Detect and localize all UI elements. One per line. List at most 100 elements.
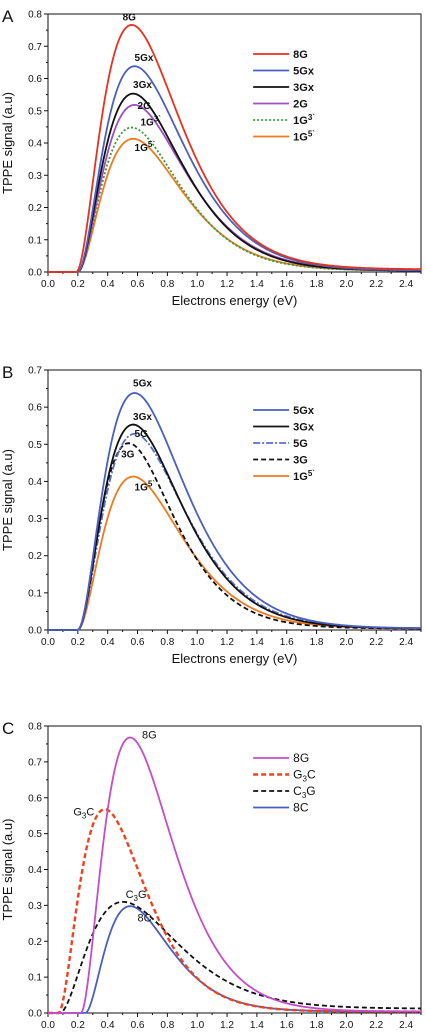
curve-annotation: 8G [142,730,157,742]
x-tick-label: 1.4 [250,637,264,648]
x-tick-label: 0.0 [41,1020,55,1031]
x-tick-label: 0.4 [101,637,115,648]
y-tick-label: 0.0 [28,1009,42,1020]
x-tick-label: 1.8 [310,637,324,648]
y-tick-label: 0.7 [28,42,42,53]
x-tick-label: 0.8 [160,1020,174,1031]
curve-annotation: 5G [135,429,149,440]
y-axis-label: TPPE signal (a.u) [0,92,15,194]
y-tick-label: 0.2 [28,203,42,214]
x-tick-label: 1.6 [280,637,294,648]
curve-annotation: 8C [138,913,152,925]
legend-entry: 3G [293,455,308,467]
y-tick-label: 0.3 [28,514,42,525]
y-axis-label: TPPE signal (a.u) [0,449,15,551]
x-tick-label: 1.0 [190,637,204,648]
x-tick-label: 2.2 [369,637,383,648]
x-tick-label: 1.2 [220,637,234,648]
legend-entry: 5Gx [293,66,315,78]
x-tick-label: 1.4 [250,1020,264,1031]
y-tick-label: 0.5 [28,440,42,451]
curve-annotation: 5Gx [133,379,152,390]
x-axis-label: Electrons energy (eV) [172,651,298,666]
x-tick-label: 0.4 [101,1020,115,1031]
y-tick-label: 0.8 [28,722,42,733]
y-tick-label: 0.8 [28,10,42,21]
curve-annotation: 1G5` [135,480,156,494]
legend-entry: 3Gx [293,422,315,434]
y-tick-label: 0.7 [28,757,42,768]
legend-entry: 5Gx [293,405,315,417]
curve-annotation: 1G5` [135,140,156,154]
y-tick-label: 0.1 [28,973,42,984]
plot-frame [47,725,422,1014]
series-line-1g3 [48,126,422,273]
x-tick-label: 0.6 [131,637,145,648]
x-tick-label: 0.4 [101,279,115,290]
x-tick-label: 2.4 [399,279,413,290]
curve-annotation: G3C [73,807,94,821]
x-tick-label: 1.6 [280,279,294,290]
x-tick-label: 0.8 [160,279,174,290]
y-tick-label: 0.1 [28,235,42,246]
x-tick-label: 1.6 [280,1020,294,1031]
panel-letter: A [2,7,14,26]
x-tick-label: 2.2 [369,1020,383,1031]
y-tick-label: 0.4 [28,139,42,150]
series-line-8g [48,736,422,1014]
x-tick-label: 0.2 [71,637,85,648]
y-tick-label: 0.5 [28,106,42,117]
legend-entry: 2G [293,99,308,111]
y-tick-label: 0.7 [28,366,42,377]
y-tick-label: 0.6 [28,74,42,85]
panel-letter: C [2,719,14,738]
series-line-3gx [48,423,422,631]
x-tick-label: 2.4 [399,637,413,648]
legend-entry: 8C [293,801,309,815]
y-tick-label: 0.5 [28,829,42,840]
series-line-3g [48,442,421,631]
curve-annotation: 8G [123,12,137,23]
x-tick-label: 1.0 [190,1020,204,1031]
legend-entry: 8G [293,751,309,765]
y-tick-label: 0.4 [28,477,42,488]
legend-entry: 1G5` [293,469,315,483]
x-tick-label: 2.4 [399,1020,413,1031]
y-tick-label: 0.4 [28,865,42,876]
curve-annotation: 2G [138,101,152,112]
chart-panel-c: C 0.0 0.2 0.4 0.6 0.8 1.0 1.2 1.4 1.6 1.8 2.0 2.2 2.4… [0,719,422,1036]
x-tick-label: 0.8 [160,637,174,648]
x-tick-label: 1.0 [190,279,204,290]
y-tick-label: 0.6 [28,793,42,804]
series-line-8g [48,24,422,273]
legend-entry: 5G [293,438,308,450]
y-tick-label: 0.0 [28,626,42,637]
chart-panel-b: B 0.0 0.2 0.4 0.6 0.8 1.0 1.2 1.4 1.6 1.8 2.0 2.2 2.4… [0,363,422,666]
x-tick-label: 2.0 [339,637,353,648]
x-tick-label: 1.8 [310,1020,324,1031]
curve-annotation: 3G [121,449,135,460]
x-tick-label: 0.6 [131,1020,145,1031]
series-line-3gx [48,92,422,273]
curve-annotation: C3G [126,889,147,903]
series-line-8c [48,905,421,1014]
x-axis-label: Electrons energy (eV) [172,1034,298,1036]
x-tick-label: 0.2 [71,1020,85,1031]
y-tick-label: 0.3 [28,901,42,912]
legend-entry: 8G [293,49,308,61]
curve-annotation: 3Gx [133,412,152,423]
series-line-c3g [48,900,422,1014]
x-tick-label: 0.0 [41,279,55,290]
legend-entry: 1G3` [293,113,315,127]
y-tick-label: 0.3 [28,171,42,182]
curve-annotation: 1G3` [141,114,162,128]
y-axis-label: TPPE signal (a.u) [0,819,15,921]
x-tick-label: 0.2 [71,279,85,290]
x-axis-label: Electrons energy (eV) [172,293,298,308]
legend-entry: G3C [293,768,316,784]
curve-annotation: 3Gx [133,80,152,91]
y-tick-label: 0.0 [28,268,42,279]
x-tick-label: 1.4 [250,279,264,290]
legend-entry: 3Gx [293,82,315,94]
x-tick-label: 0.6 [131,279,145,290]
